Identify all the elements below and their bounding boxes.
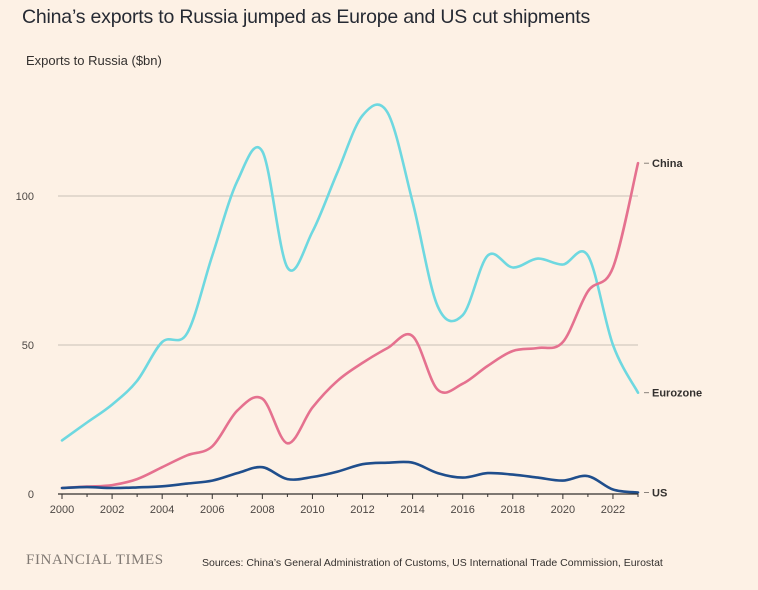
series-line-us — [60, 460, 640, 494]
x-tick-label: 2022 — [601, 504, 625, 516]
publisher-logo: FINANCIAL TIMES — [26, 552, 164, 568]
series-label-eurozone: Eurozone — [652, 388, 702, 400]
x-tick-label: 2004 — [150, 504, 174, 516]
x-tick-label: 2000 — [50, 504, 74, 516]
grid-layer — [58, 195, 638, 346]
x-tick-label: 2002 — [100, 504, 124, 516]
axis-layer — [58, 493, 639, 499]
y-axis-label: Exports to Russia ($bn) — [26, 53, 162, 68]
x-tick-label: 2020 — [551, 504, 575, 516]
x-tick-label: 2016 — [450, 504, 474, 516]
x-tick-label: 2018 — [501, 504, 525, 516]
y-tick-label: 50 — [22, 340, 34, 352]
y-tick-label: 100 — [16, 191, 34, 203]
series-line-china — [60, 161, 640, 490]
series-label-us: US — [652, 488, 667, 500]
series-label-china: China — [652, 158, 683, 170]
label-layer: 0 50 100 2000 2002 2004 2006 2008 2010 2012 2014 20… — [16, 158, 702, 516]
series-layer — [60, 103, 640, 494]
source-note: Sources: China’s General Administration … — [202, 557, 663, 569]
chart-title: China’s exports to Russia jumped as Euro… — [22, 6, 591, 28]
series-line-eurozone — [60, 103, 640, 442]
x-tick-label: 2010 — [300, 504, 324, 516]
y-tick-label: 0 — [28, 489, 34, 501]
x-tick-label: 2008 — [250, 504, 274, 516]
x-tick-label: 2014 — [400, 504, 424, 516]
x-tick-label: 2012 — [350, 504, 374, 516]
x-tick-label: 2006 — [200, 504, 224, 516]
